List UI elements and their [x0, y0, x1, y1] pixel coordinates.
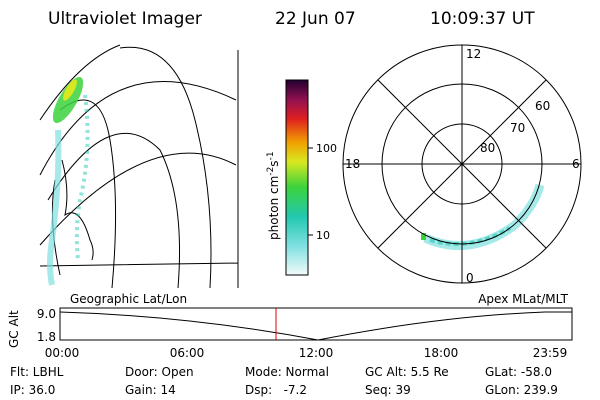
- colorbar: [285, 79, 309, 276]
- altitude-tick: 9.0: [37, 307, 56, 321]
- time-tick-label: 23:59: [533, 346, 568, 360]
- time-tick-label: 00:00: [45, 346, 80, 360]
- aurora-emission: [47, 77, 90, 286]
- time: 10:09:37 UT: [430, 9, 535, 29]
- status-field: IP: 36.0: [10, 383, 55, 397]
- altitude-axis-label: GC Alt: [7, 310, 21, 348]
- status-field: Flt: LBHL: [10, 365, 64, 379]
- colorbar-tick: 10: [316, 229, 330, 242]
- geographic-map: [39, 44, 239, 289]
- label-part: -2: [266, 167, 276, 176]
- altitude-tick: 1.8: [37, 330, 56, 344]
- hour-label: 0: [466, 271, 474, 285]
- colorbar-label: photon cm-2s-1: [266, 151, 281, 240]
- hour-label: 6: [572, 157, 580, 171]
- label-part: photon cm: [267, 176, 281, 240]
- polar-plot: [342, 44, 582, 284]
- status-field: Seq: 39: [365, 383, 411, 397]
- map-frame: [39, 50, 239, 288]
- lat-label: 80: [480, 141, 495, 155]
- date: 22 Jun 07: [275, 9, 356, 29]
- status-field: Gain: 14: [125, 383, 176, 397]
- hour-label: 18: [345, 157, 360, 171]
- status-field: GLat: -58.0: [485, 365, 552, 379]
- lat-line: [39, 44, 237, 246]
- hour-label: 12: [466, 47, 481, 61]
- time-tick-label: 18:00: [424, 346, 459, 360]
- label-part: s: [267, 160, 281, 166]
- altitude-curve: [59, 311, 572, 341]
- status-field: Dsp: -7.2: [245, 383, 307, 397]
- status-field: Door: Open: [125, 365, 194, 379]
- status-field: GC Alt: 5.5 Re: [365, 365, 449, 379]
- status-field: GLon: 239.9: [485, 383, 558, 397]
- time-tick-label: 12:00: [299, 346, 334, 360]
- title: Ultraviolet Imager: [48, 9, 202, 29]
- left-panel-label: Geographic Lat/Lon: [70, 292, 187, 306]
- status-field: Mode: Normal: [245, 365, 329, 379]
- lat-label: 60: [535, 99, 550, 113]
- status-footer: Flt: LBHL Door: Open Mode: Normal GC Alt: 5…: [10, 365, 558, 397]
- label-part: -1: [266, 151, 276, 160]
- colorbar-ticks: [308, 147, 313, 236]
- time-axis: 00:00 06:00 12:00 18:00 23:59: [45, 346, 568, 360]
- colorbar-tick: 100: [316, 142, 337, 155]
- lon-line: [47, 46, 212, 289]
- polar-panel-label: Apex MLat/MLT: [478, 292, 568, 306]
- time-tick-label: 06:00: [170, 346, 205, 360]
- lat-label: 70: [510, 121, 525, 135]
- altitude-frame: [59, 307, 573, 341]
